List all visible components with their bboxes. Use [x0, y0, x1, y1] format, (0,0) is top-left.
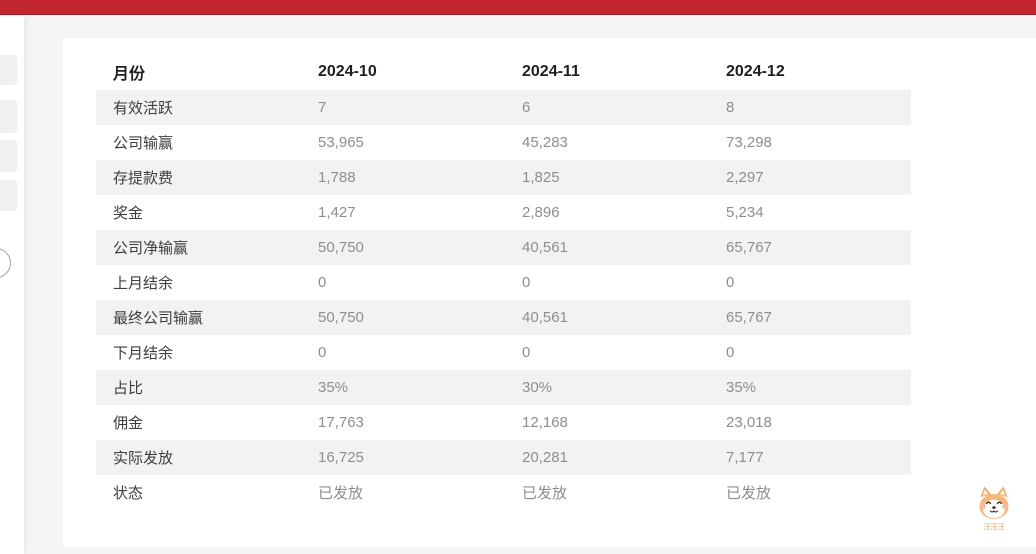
row-value: 1,427: [301, 195, 505, 230]
row-value: 2,896: [505, 195, 709, 230]
table-row: 有效活跃 7 6 8: [96, 90, 911, 125]
row-label: 实际发放: [96, 440, 301, 475]
sidebar-item[interactable]: [0, 140, 17, 172]
row-label: 存提款费: [96, 160, 301, 195]
column-header-2024-12: 2024-12: [709, 54, 911, 90]
row-label: 公司净输赢: [96, 230, 301, 265]
table-row: 下月结余 0 0 0: [96, 335, 911, 370]
row-value: 已发放: [301, 475, 505, 510]
sidebar-item[interactable]: [0, 180, 17, 211]
row-label: 有效活跃: [96, 90, 301, 125]
row-label: 佣金: [96, 405, 301, 440]
report-card: 月份 2024-10 2024-11 2024-12 有效活跃 7 6 8 公司输赢 53…: [63, 38, 1036, 547]
row-value: 45,283: [505, 125, 709, 160]
column-header-month: 月份: [96, 54, 301, 90]
mascot-label: 汪汪汪: [983, 524, 1005, 531]
row-value: 0: [301, 335, 505, 370]
table-row: 佣金 17,763 12,168 23,018: [96, 405, 911, 440]
table-row: 公司净输赢 50,750 40,561 65,767: [96, 230, 911, 265]
row-value: 已发放: [505, 475, 709, 510]
table-row: 上月结余 0 0 0: [96, 265, 911, 300]
column-header-2024-11: 2024-11: [505, 54, 709, 90]
row-value: 0: [709, 265, 911, 300]
sidebar-item[interactable]: [0, 100, 17, 133]
table-row: 状态 已发放 已发放 已发放: [96, 475, 911, 510]
table-row: 最终公司输赢 50,750 40,561 65,767: [96, 300, 911, 335]
table-row: 公司输赢 53,965 45,283 73,298: [96, 125, 911, 160]
row-value: 40,561: [505, 230, 709, 265]
row-value: 16,725: [301, 440, 505, 475]
table-header-row: 月份 2024-10 2024-11 2024-12: [96, 54, 911, 90]
row-label: 占比: [96, 370, 301, 405]
row-label: 上月结余: [96, 265, 301, 300]
table-row: 存提款费 1,788 1,825 2,297: [96, 160, 911, 195]
row-value: 23,018: [709, 405, 911, 440]
row-value: 50,750: [301, 230, 505, 265]
mascot-widget[interactable]: 汪汪汪: [972, 484, 1016, 536]
table-row: 占比 35% 30% 35%: [96, 370, 911, 405]
row-value: 73,298: [709, 125, 911, 160]
row-value: 65,767: [709, 230, 911, 265]
row-value: 0: [505, 265, 709, 300]
row-value: 2,297: [709, 160, 911, 195]
row-value: 5,234: [709, 195, 911, 230]
top-red-bar: [0, 0, 1036, 15]
shiba-dog-icon: [979, 486, 1009, 519]
row-value: 已发放: [709, 475, 911, 510]
row-value: 0: [709, 335, 911, 370]
row-value: 6: [505, 90, 709, 125]
table-row: 奖金 1,427 2,896 5,234: [96, 195, 911, 230]
row-value: 17,763: [301, 405, 505, 440]
row-value: 40,561: [505, 300, 709, 335]
row-value: 30%: [505, 370, 709, 405]
sidebar-item[interactable]: [0, 55, 17, 85]
row-value: 0: [301, 265, 505, 300]
row-label: 状态: [96, 475, 301, 510]
row-value: 8: [709, 90, 911, 125]
row-value: 35%: [709, 370, 911, 405]
table-row: 实际发放 16,725 20,281 7,177: [96, 440, 911, 475]
row-value: 1,825: [505, 160, 709, 195]
row-value: 0: [505, 335, 709, 370]
row-label: 公司输赢: [96, 125, 301, 160]
row-value: 20,281: [505, 440, 709, 475]
row-label: 下月结余: [96, 335, 301, 370]
row-label: 最终公司输赢: [96, 300, 301, 335]
row-value: 35%: [301, 370, 505, 405]
column-header-2024-10: 2024-10: [301, 54, 505, 90]
row-label: 奖金: [96, 195, 301, 230]
row-value: 12,168: [505, 405, 709, 440]
row-value: 53,965: [301, 125, 505, 160]
row-value: 65,767: [709, 300, 911, 335]
row-value: 7: [301, 90, 505, 125]
sidebar-edge: [0, 16, 24, 554]
row-value: 1,788: [301, 160, 505, 195]
monthly-report-table: 月份 2024-10 2024-11 2024-12 有效活跃 7 6 8 公司输赢 53…: [96, 54, 911, 510]
row-value: 50,750: [301, 300, 505, 335]
sidebar-toggle-button[interactable]: [0, 248, 11, 278]
row-value: 7,177: [709, 440, 911, 475]
